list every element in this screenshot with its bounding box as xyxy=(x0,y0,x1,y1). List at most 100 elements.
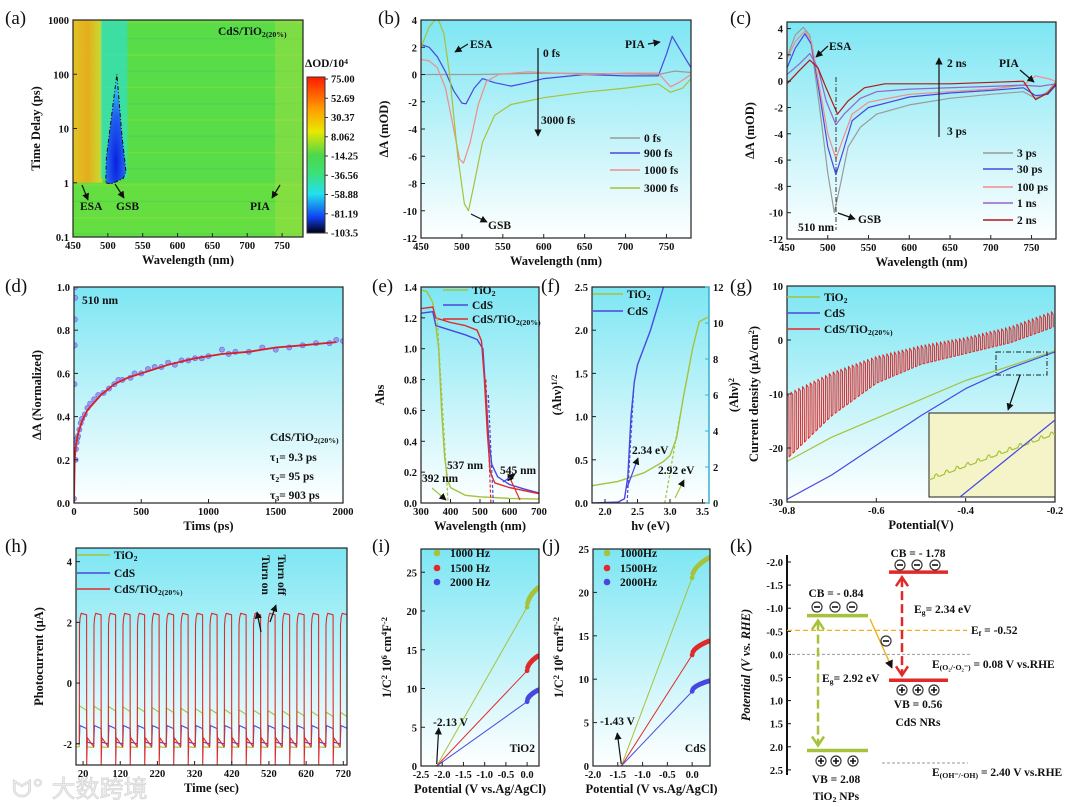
y-tick-label: -1.5 xyxy=(766,581,783,592)
y-tick-label: 4 xyxy=(778,25,784,36)
series-line xyxy=(787,53,1056,126)
x-tick-label: 1000 xyxy=(198,507,219,518)
x-tick-label: 2.5 xyxy=(631,507,644,518)
legend-marker xyxy=(433,549,441,557)
right-y-tick-label: 0 xyxy=(713,499,718,510)
hole-icon xyxy=(928,684,940,696)
text-segment: = -0.52 xyxy=(981,625,1018,637)
plot-area xyxy=(787,311,1055,500)
y-tick-label: 0.2 xyxy=(57,456,70,467)
heatmap-stripe xyxy=(73,216,303,219)
x-tick-label: 1500 xyxy=(265,507,286,518)
series-line xyxy=(421,20,691,212)
electron-icon xyxy=(894,559,906,571)
text-segment: CdS/TiO xyxy=(270,432,314,444)
oh-level-label: E(OH⁻/·OH) = 2.40 V vs.RHE xyxy=(932,767,1063,780)
x-tick-label: -0.4 xyxy=(957,506,974,517)
y-tick-label: 1.0 xyxy=(57,283,70,294)
x-tick-label: -2.5 xyxy=(413,770,430,781)
script-text: 2 xyxy=(492,289,496,298)
y-axis-title: Time Delay (ps) xyxy=(29,86,43,171)
colorbar-tick-label: -36.56 xyxy=(331,171,358,182)
x-tick-label: 650 xyxy=(942,243,958,254)
plot-background xyxy=(74,287,343,503)
y-tick-label: 1.5 xyxy=(770,720,783,731)
y-axis-title: Potential (V vs. RHE) xyxy=(739,609,753,721)
y-tick-label: 2 xyxy=(412,43,417,54)
x-tick-label: 550 xyxy=(495,242,511,253)
annotation-arrow xyxy=(254,611,262,633)
x-tick-label: 700 xyxy=(239,241,255,252)
x-axis-title: Wavelength (nm) xyxy=(434,519,526,533)
legend-label: CdS/TiO2(20%) xyxy=(472,314,541,327)
gsb-label: GSB xyxy=(116,201,139,213)
y-tick-label: 10 xyxy=(579,675,590,686)
tangent-line xyxy=(487,394,494,503)
electron-icon xyxy=(811,601,823,613)
script-text: 2 xyxy=(551,675,561,679)
script-text: 1 xyxy=(275,456,279,465)
x-tick-label: 700 xyxy=(531,507,547,518)
turn-on-label: Turn on xyxy=(259,555,271,595)
y-tick-label: 25 xyxy=(407,568,418,579)
script-text: g xyxy=(922,608,926,617)
annotation-arrow xyxy=(81,184,89,201)
sample-label: CdS xyxy=(685,743,706,755)
arrow-head xyxy=(810,618,826,748)
y-tick-label: 0.0 xyxy=(575,499,588,510)
panel-label: (k) xyxy=(730,536,752,557)
y-tick-label: 1.0 xyxy=(404,345,417,356)
text-segment: E xyxy=(971,625,979,637)
x-tick-label: 520 xyxy=(261,769,277,780)
y-tick-label: -6 xyxy=(408,152,417,163)
annotation-arrow xyxy=(431,487,447,501)
y-tick-label: 0.6 xyxy=(404,406,417,417)
y-tick-label: 2.0 xyxy=(575,326,588,337)
x-tick-label: -0.2 xyxy=(1047,506,1064,517)
y-tick-label: -12 xyxy=(769,235,783,246)
text-segment: TiO xyxy=(824,292,844,304)
x-tick-label: 450 xyxy=(413,242,429,253)
x-tick-label: 700 xyxy=(618,242,634,253)
x-tick-label: 600 xyxy=(901,243,917,254)
text-segment: 10 xyxy=(552,659,566,675)
text-segment: = 2.34 eV xyxy=(926,604,973,616)
x-tick-label: 550 xyxy=(861,243,877,254)
x-tick-label: 500 xyxy=(472,507,488,518)
text-segment: τ xyxy=(270,471,276,483)
panel-label: (e) xyxy=(372,276,393,297)
tio2-cb-label: CB = - 0.84 xyxy=(808,588,863,600)
annotation-arrow xyxy=(114,183,125,199)
y-tick-label: 1.5 xyxy=(575,369,588,380)
legend-label: 30 ps xyxy=(1017,164,1043,176)
x-tick-label: 600 xyxy=(502,507,518,518)
tio2-vb-label: VB = 2.08 xyxy=(812,774,861,786)
heatmap-stripe xyxy=(73,233,303,235)
end-time-label: 3000 fs xyxy=(541,115,576,127)
heatmap-stripe xyxy=(73,54,303,56)
text-segment: τ xyxy=(270,452,276,464)
gsb-contour xyxy=(105,74,127,185)
plot-background xyxy=(421,20,691,238)
script-text: g xyxy=(830,677,834,686)
plot-background xyxy=(592,287,709,503)
x-tick-label: -2.0 xyxy=(585,770,602,781)
y-axis-title: ΔA (mOD) xyxy=(377,101,391,158)
legend-label: TiO2 xyxy=(472,285,496,298)
bandgap-label: 2.34 eV xyxy=(632,445,669,457)
heatmap-stripe xyxy=(73,37,303,40)
text-segment: 1/C xyxy=(380,679,394,698)
x-tick-label: 450 xyxy=(779,243,795,254)
y-axis-title: Current density (μA/cm2) xyxy=(746,326,761,462)
panel-label: (g) xyxy=(730,276,752,297)
colorbar-tick-label: -103.5 xyxy=(331,229,358,240)
panel-label: (f) xyxy=(541,276,560,297)
series-line xyxy=(436,606,528,766)
start-time-label: 2 ns xyxy=(947,58,967,70)
y-tick-label: -20 xyxy=(769,444,783,455)
series-line xyxy=(421,70,691,76)
y-tick-label: 0.0 xyxy=(404,499,417,510)
y-tick-label: 10 xyxy=(59,125,70,136)
script-text: 2(20%) xyxy=(516,318,541,327)
